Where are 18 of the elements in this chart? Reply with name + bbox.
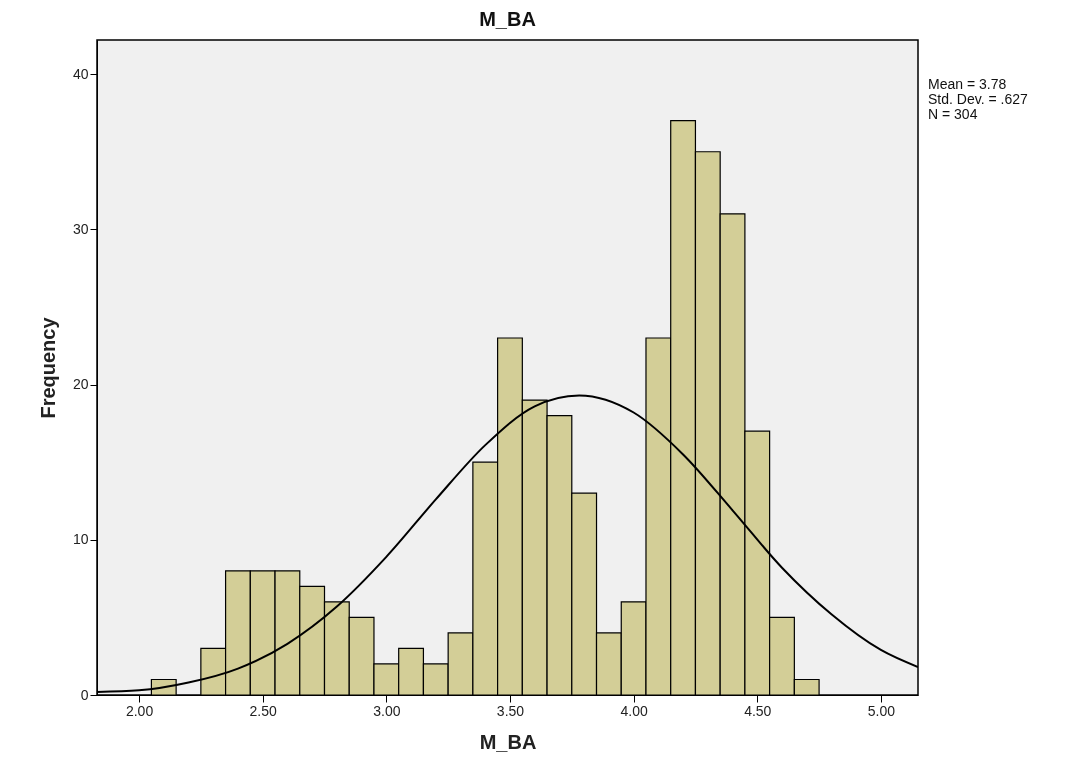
x-tick-label: 2.00 (125, 702, 154, 719)
x-tick-label: 2.50 (249, 702, 278, 719)
y-axis-title: Frequency (36, 316, 59, 419)
text: N = 304 (928, 106, 978, 122)
y-tick-label: 20 (72, 376, 89, 393)
y-tick-label: 40 (72, 65, 89, 82)
x-tick-label: 4.00 (620, 702, 648, 719)
chart-title: M_BA (479, 8, 536, 30)
text: Mean = 3.78 (928, 76, 1007, 92)
x-tick-label: 3.00 (373, 702, 401, 719)
y-tick-label: 30 (72, 220, 89, 237)
x-tick-label: 4.50 (744, 702, 772, 719)
y-tick-label: 10 (72, 531, 89, 548)
text: Std. Dev. = .627 (928, 91, 1028, 107)
x-tick-label: 5.00 (867, 702, 896, 719)
y-tick-label: 0 (80, 686, 89, 703)
x-axis-title: M_BA (479, 730, 537, 753)
x-tick-label: 3.50 (496, 702, 525, 719)
